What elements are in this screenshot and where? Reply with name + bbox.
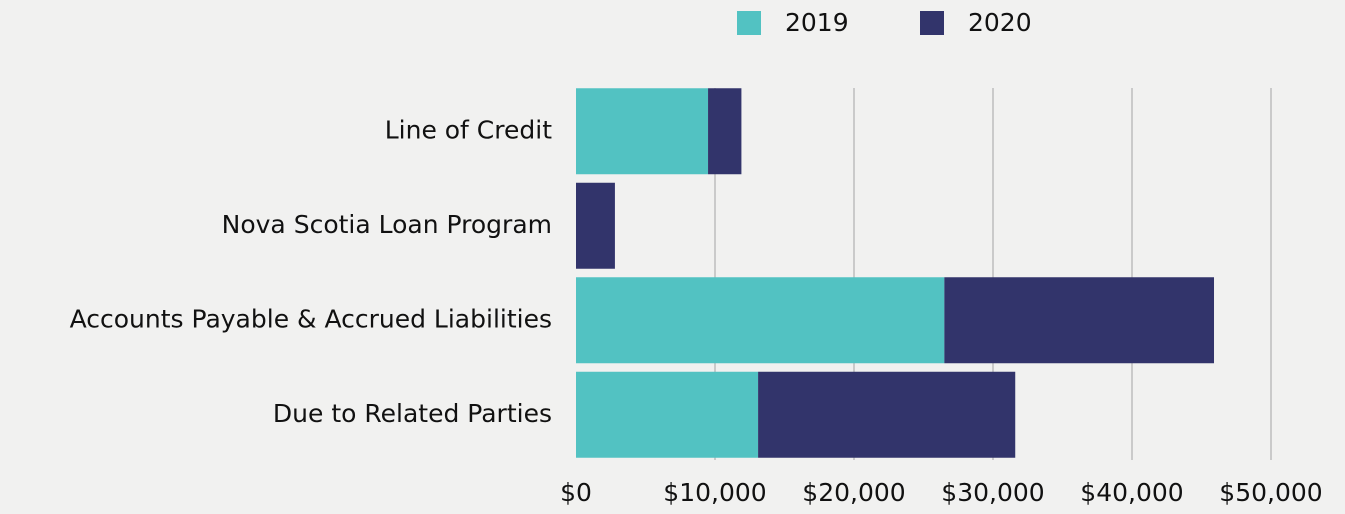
x-tick-label: $20,000 [802, 478, 905, 507]
legend-label: 2019 [785, 8, 849, 37]
legend-swatch [737, 11, 761, 35]
bar [576, 182, 615, 269]
bar [576, 88, 709, 175]
y-tick-label: Line of Credit [385, 115, 552, 144]
bar [944, 277, 1215, 364]
x-tick-label: $0 [560, 478, 592, 507]
y-tick-label: Due to Related Parties [273, 399, 552, 428]
y-tick-label: Accounts Payable & Accrued Liabilities [70, 304, 552, 333]
x-tick-label: $30,000 [941, 478, 1044, 507]
x-tick-label: $50,000 [1219, 478, 1322, 507]
y-tick-label: Nova Scotia Loan Program [222, 210, 552, 239]
x-tick-label: $40,000 [1080, 478, 1183, 507]
bar [576, 371, 759, 458]
legend-label: 2020 [968, 8, 1032, 37]
bar [708, 88, 742, 175]
x-tick-label: $10,000 [663, 478, 766, 507]
bar [576, 277, 945, 364]
legend-swatch [920, 11, 944, 35]
bar [758, 371, 1016, 458]
